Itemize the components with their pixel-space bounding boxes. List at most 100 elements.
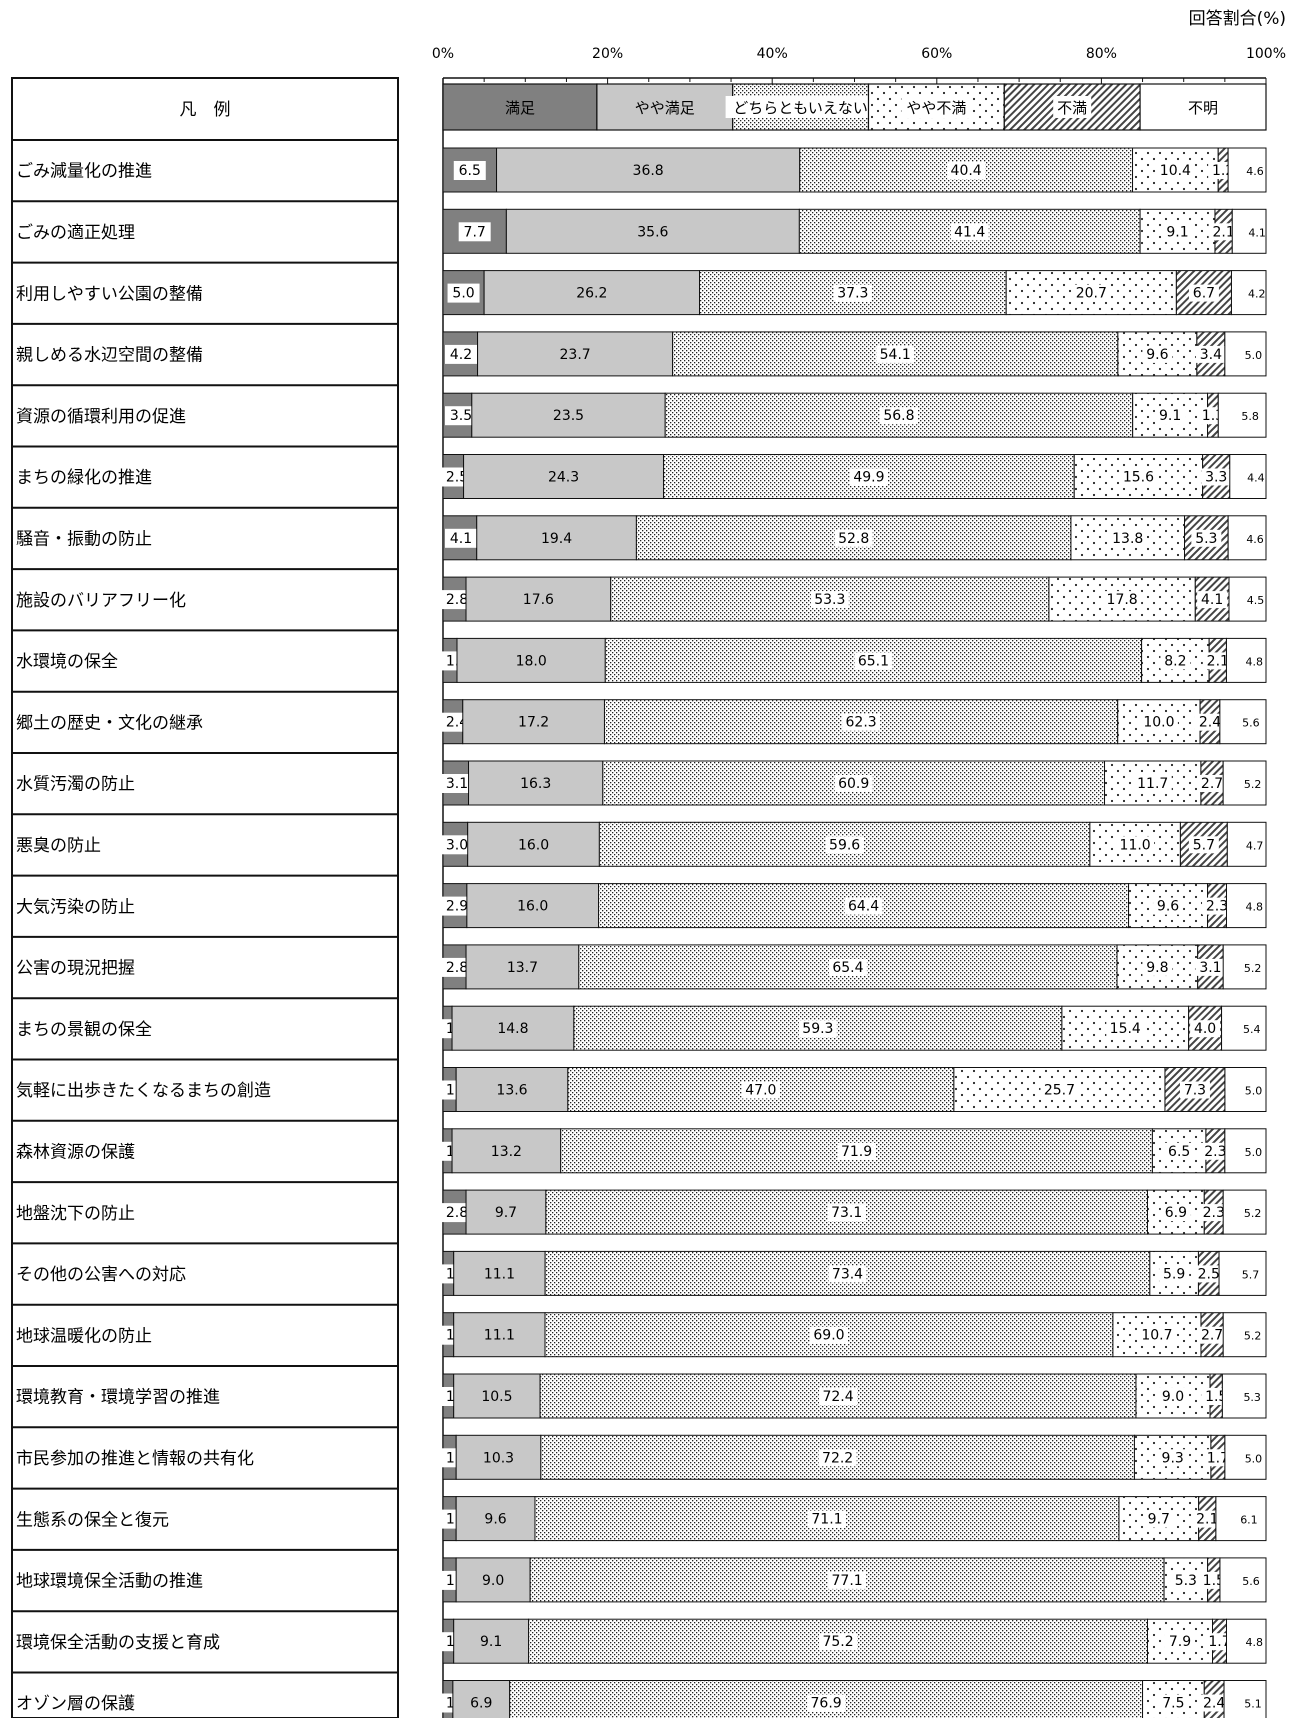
- value-label: 17.2: [518, 715, 549, 731]
- value-label: 7.9: [1169, 1634, 1191, 1650]
- value-label-bg: [828, 1265, 867, 1283]
- value-label: 4.7: [1246, 839, 1264, 852]
- category-label: 気軽に出歩きたくなるまちの創造: [16, 1081, 271, 1101]
- value-label-bg: [1106, 1020, 1145, 1038]
- value-label: 3.4: [1200, 347, 1222, 363]
- value-label: 2.8: [446, 1205, 468, 1221]
- value-label: 19.4: [541, 531, 572, 547]
- value-label: 10.5: [481, 1389, 512, 1405]
- value-label: 53.3: [814, 592, 845, 608]
- value-label-bg: [1202, 652, 1233, 670]
- bar-segment: [1223, 1680, 1267, 1718]
- bar-segment: [1222, 1189, 1267, 1235]
- value-label-bg: [809, 1326, 848, 1344]
- bar-segment: [462, 699, 605, 745]
- value-label: 4.6: [1246, 533, 1264, 546]
- value-label: 73.1: [831, 1205, 862, 1221]
- value-label: 5.4: [1243, 1023, 1261, 1036]
- value-label: 9.7: [1148, 1512, 1170, 1528]
- value-label: 10.3: [483, 1450, 514, 1466]
- value-label-bg: [950, 223, 989, 241]
- value-label: 6.9: [470, 1696, 492, 1712]
- value-label: 6.9: [1165, 1205, 1187, 1221]
- unit-label: 回答割合(%): [1189, 9, 1286, 29]
- value-label-bg: [828, 958, 867, 976]
- category-label: 市民参加の推進と情報の共有化: [16, 1449, 254, 1469]
- value-label-bg: [818, 1449, 857, 1467]
- bar-segment: [1222, 944, 1267, 990]
- value-label-bg: [810, 591, 849, 609]
- value-label: 54.1: [880, 347, 911, 363]
- value-label-bg: [1108, 529, 1147, 547]
- value-label: 5.7: [1193, 837, 1215, 853]
- value-label-bg: [1164, 1633, 1195, 1651]
- bar-segment: [451, 1005, 575, 1051]
- value-label: 5.0: [1245, 349, 1263, 362]
- value-label-bg: [441, 774, 473, 793]
- value-label: 13.8: [1112, 531, 1143, 547]
- value-label: 9.1: [1159, 408, 1181, 424]
- value-label: 5.6: [1242, 1575, 1260, 1588]
- value-label-bg: [879, 407, 918, 425]
- value-label: 5.2: [1244, 1330, 1262, 1343]
- value-label-bg: [1188, 284, 1219, 302]
- value-label: 2.1: [1212, 224, 1234, 240]
- value-label-bg: [1197, 591, 1228, 609]
- bar-segment: [1230, 270, 1267, 316]
- bar-segment: [455, 1496, 536, 1542]
- value-label: 9.1: [1166, 224, 1188, 240]
- legend-label: やや不満: [906, 99, 966, 117]
- value-label: 2.7: [1201, 1328, 1223, 1344]
- value-label: 5.0: [1245, 1146, 1263, 1159]
- value-label: 5.3: [1175, 1573, 1197, 1589]
- value-label: 26.2: [576, 286, 607, 302]
- value-label-bg: [458, 222, 491, 242]
- value-label-bg: [1197, 1326, 1228, 1344]
- value-label: 9.6: [1157, 899, 1179, 915]
- value-label-bg: [854, 652, 893, 670]
- value-label: 4.5: [1247, 594, 1265, 607]
- value-label: 5.6: [1242, 717, 1260, 730]
- bar-segment: [1225, 883, 1267, 929]
- value-label: 4.2: [450, 347, 472, 363]
- category-label: 環境保全活動の支援と育成: [16, 1633, 220, 1653]
- legend-title: 凡 例: [180, 100, 231, 120]
- value-label: 3.0: [446, 837, 468, 853]
- value-label: 4.1: [450, 531, 472, 547]
- value-label-bg: [1160, 652, 1191, 670]
- value-label: 5.2: [1244, 962, 1262, 975]
- value-label: 20.7: [1076, 286, 1107, 302]
- value-label-bg: [441, 957, 473, 977]
- value-label-bg: [819, 1633, 858, 1651]
- value-label: 69.0: [813, 1328, 844, 1344]
- value-label: 17.6: [523, 592, 554, 608]
- value-label-bg: [1137, 1326, 1176, 1344]
- value-label: 15.6: [1123, 470, 1154, 486]
- value-label-bg: [1155, 407, 1186, 425]
- category-label: 施設のバリアフリー化: [16, 591, 186, 611]
- bar-segment: [455, 1434, 542, 1480]
- legend-label: 満足: [505, 99, 535, 117]
- bar-segment: [1222, 1312, 1267, 1358]
- value-label: 60.9: [838, 776, 869, 792]
- bar-segment: [1229, 454, 1267, 499]
- x-tick-label: 0%: [432, 46, 454, 62]
- value-label: 49.9: [853, 470, 884, 486]
- legend-label-bg: [1053, 96, 1092, 118]
- value-label: 2.8: [446, 592, 468, 608]
- value-label-bg: [1133, 775, 1172, 792]
- value-label-bg: [1139, 713, 1178, 731]
- value-label-bg: [849, 468, 888, 486]
- value-label-bg: [837, 1142, 876, 1160]
- bar-segment: [1231, 208, 1267, 254]
- category-label: 大気汚染の防止: [16, 897, 135, 917]
- value-label: 37.3: [837, 286, 868, 302]
- value-label: 4.8: [1245, 1636, 1263, 1649]
- value-label: 5.1: [1244, 1698, 1262, 1711]
- value-label-bg: [1160, 1204, 1191, 1222]
- bar-segment: [1224, 1128, 1267, 1174]
- bar-segment: [451, 1128, 562, 1174]
- x-tick-label: 80%: [1086, 46, 1117, 62]
- value-label: 6.1: [1240, 1514, 1258, 1527]
- value-label-bg: [1202, 897, 1233, 915]
